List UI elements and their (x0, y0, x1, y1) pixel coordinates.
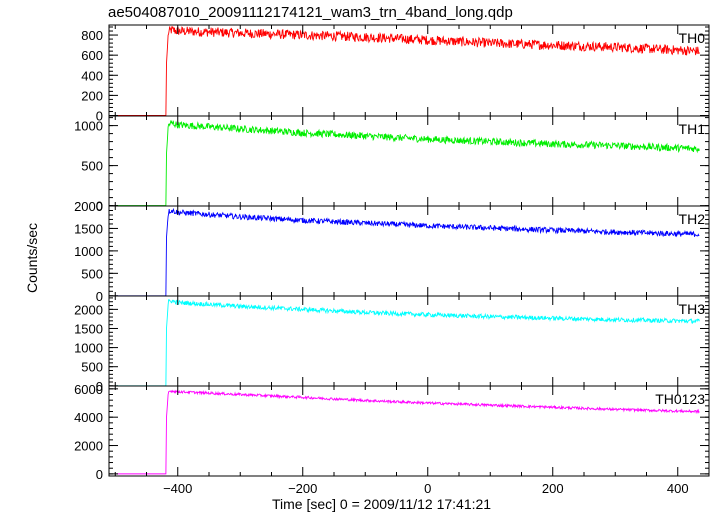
y-tick-label: 2000 (74, 439, 103, 454)
y-tick-label: 1000 (74, 341, 103, 356)
y-tick-label: 1500 (74, 321, 103, 336)
panel-frame (108, 205, 710, 297)
panel-th1: 0 500 1000 TH1 (74, 115, 710, 214)
panel-frame (108, 115, 710, 207)
y-tick-label: 600 (81, 48, 103, 63)
y-tick-label: 500 (81, 159, 103, 174)
y-tick-label: 1000 (74, 244, 103, 259)
panel-frame (108, 295, 710, 387)
y-tick-label: 1000 (74, 119, 103, 134)
y-tick-label: 800 (81, 28, 103, 43)
y-tick-label: 400 (81, 68, 103, 83)
y-tick-label: 2000 (74, 199, 103, 214)
x-tick-label: 0 (424, 481, 431, 496)
x-tick-label: −200 (288, 481, 317, 496)
panel-frame (108, 385, 710, 477)
y-tick-label: 200 (81, 88, 103, 103)
series-line-th3 (115, 299, 700, 387)
panel-label: TH1 (679, 121, 706, 137)
x-tick-label: −400 (163, 481, 192, 496)
y-tick-label: 4000 (74, 410, 103, 425)
panel-label: TH0123 (655, 391, 705, 407)
panel-th2: 0 500 1000 1500 2000 TH2 (74, 199, 710, 304)
panel-th3: 0 500 1000 1500 2000 TH3 (74, 295, 710, 394)
x-tick-label: 200 (542, 481, 564, 496)
y-tick-label: 0 (96, 379, 103, 394)
y-tick-label: 6000 (74, 382, 103, 397)
series-line-th0123 (115, 389, 700, 475)
series-line-th2 (115, 207, 700, 297)
panel-th0123: 0 2000 4000 6000 TH0123 (74, 382, 710, 482)
y-tick-label: 500 (81, 266, 103, 281)
panel-th0: 0 200 400 600 800 TH0 (81, 24, 710, 123)
series-line-th1 (115, 119, 700, 207)
y-tick-label: 2000 (74, 302, 103, 317)
panel-label: TH2 (679, 211, 706, 227)
series-line-th0 (115, 26, 700, 116)
y-tick-label: 500 (81, 360, 103, 375)
y-tick-label: 0 (96, 289, 103, 304)
x-axis-label: Time [sec] 0 = 2009/11/12 17:41:21 (272, 496, 492, 512)
y-tick-label: 0 (96, 108, 103, 123)
panel-label: TH3 (679, 301, 706, 317)
y-axis-label: Counts/sec (24, 222, 40, 294)
chart-title: ae504087010_20091112174121_wam3_trn_4ban… (108, 4, 513, 21)
y-tick-label: 0 (96, 199, 103, 214)
y-tick-label: 1500 (74, 221, 103, 236)
y-tick-label: 0 (96, 467, 103, 482)
panel-label: TH0 (679, 30, 706, 46)
x-tick-label: 400 (667, 481, 689, 496)
